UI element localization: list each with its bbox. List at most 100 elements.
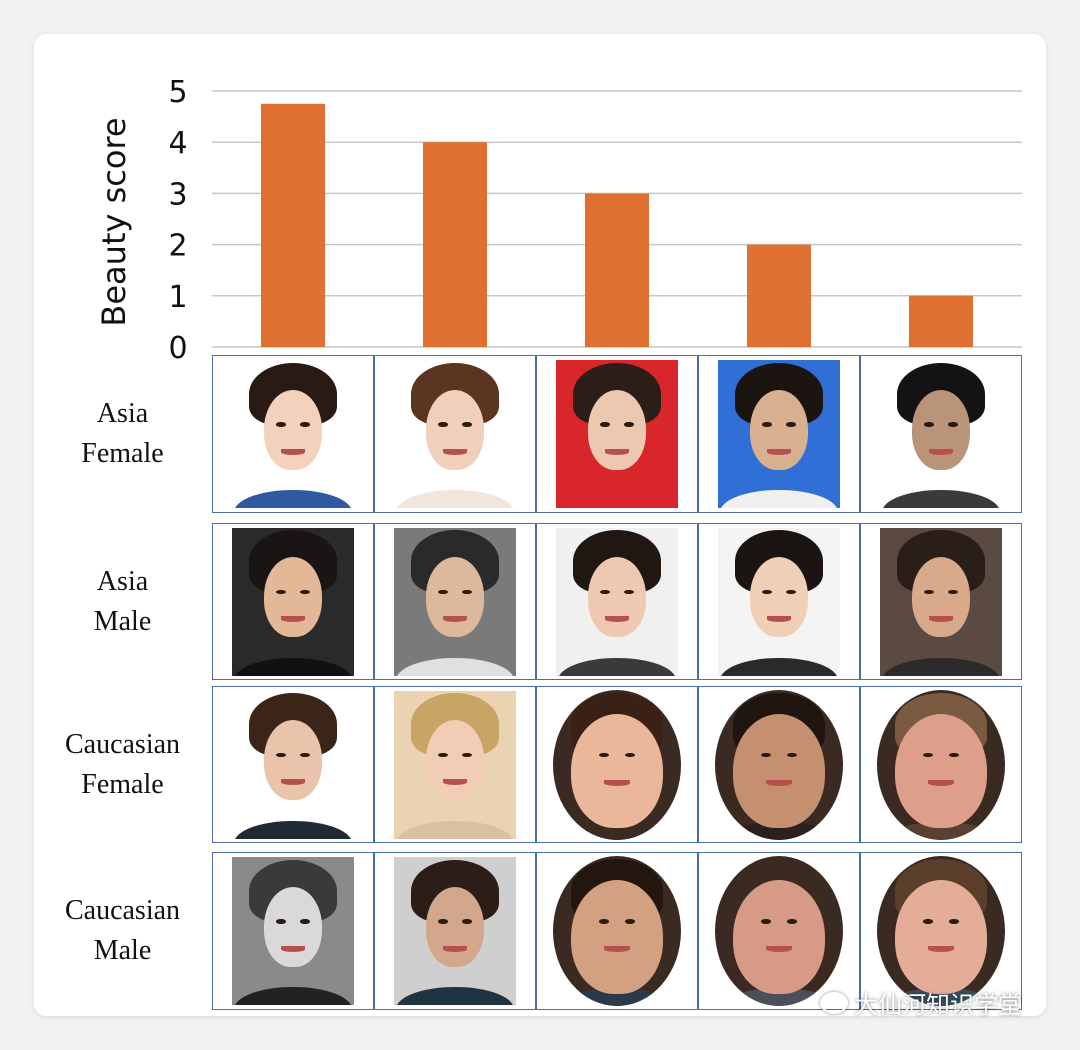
bar-chart: 0 1 2 3 4 5 Beauty score xyxy=(95,75,1022,360)
row-label-line2: Female xyxy=(81,438,164,469)
row-label-line1: Caucasian xyxy=(64,728,181,760)
mouth xyxy=(928,779,954,786)
eye xyxy=(923,589,934,595)
eye xyxy=(437,752,448,758)
eye xyxy=(300,589,311,595)
row-label-line2: Male xyxy=(93,935,152,966)
shoulders xyxy=(879,821,1003,840)
photo-cell xyxy=(698,852,860,1010)
face-photo xyxy=(715,689,843,840)
eye xyxy=(624,422,635,427)
bar xyxy=(747,244,811,347)
photo-cell xyxy=(860,523,1022,680)
eye xyxy=(437,589,448,595)
face xyxy=(911,557,971,637)
row-label-line1: Asia xyxy=(96,398,149,429)
eye xyxy=(786,919,797,924)
watermark: 大仙河知识学堂 xyxy=(820,985,1022,1020)
mouth xyxy=(766,616,792,623)
row-label: Caucasian Female xyxy=(40,725,205,805)
row-label: Asia Male xyxy=(40,562,205,642)
eye xyxy=(275,919,286,924)
face xyxy=(749,389,809,470)
photo-cell xyxy=(536,686,698,843)
eye xyxy=(462,589,473,595)
face-photo xyxy=(394,527,516,676)
eye xyxy=(599,422,610,427)
row-label-line2: Female xyxy=(81,768,164,800)
face xyxy=(894,713,988,828)
mouth xyxy=(280,448,306,455)
eye xyxy=(923,422,934,427)
face-photo xyxy=(877,856,1005,1006)
face-photo xyxy=(553,689,681,840)
eye xyxy=(300,919,311,924)
face-photo xyxy=(880,527,1002,676)
eye xyxy=(437,919,448,924)
mouth xyxy=(280,779,306,786)
eye xyxy=(923,919,934,924)
shoulders xyxy=(234,820,352,839)
shoulders xyxy=(717,988,841,1006)
y-ticks: 0 1 2 3 4 5 xyxy=(168,75,187,360)
watermark-text: 大仙河知识学堂 xyxy=(854,991,1022,1019)
photo-cell xyxy=(698,523,860,680)
eye xyxy=(624,919,635,924)
face xyxy=(263,886,323,967)
bar xyxy=(261,103,325,347)
eye xyxy=(437,422,448,427)
eye xyxy=(761,589,772,595)
face-photo xyxy=(394,690,516,839)
eye xyxy=(786,589,797,595)
eye xyxy=(599,589,610,595)
shoulders xyxy=(720,490,838,508)
shoulders xyxy=(396,987,514,1005)
shoulders xyxy=(396,657,514,676)
face-photo xyxy=(232,857,354,1005)
face xyxy=(732,713,826,828)
mouth xyxy=(280,616,306,623)
photo-cell xyxy=(536,852,698,1010)
photo-cell xyxy=(374,852,536,1010)
mouth xyxy=(928,448,954,455)
shoulders xyxy=(720,657,838,676)
face xyxy=(263,557,323,637)
mouth xyxy=(604,448,630,455)
shoulders xyxy=(234,657,352,676)
mouth xyxy=(442,448,468,455)
shoulders xyxy=(558,657,676,676)
photo-cell xyxy=(212,355,374,513)
eye xyxy=(300,422,311,427)
eye xyxy=(462,422,473,427)
bar xyxy=(423,142,487,347)
face xyxy=(894,880,988,994)
shoulders xyxy=(558,490,676,508)
mouth xyxy=(766,946,792,952)
eye xyxy=(624,752,635,757)
shoulders xyxy=(879,988,1003,1006)
shoulders xyxy=(396,490,514,508)
face-photo xyxy=(394,857,516,1005)
face xyxy=(425,389,485,470)
mouth xyxy=(442,945,468,952)
face xyxy=(570,880,664,994)
mouth xyxy=(604,946,630,952)
shoulders xyxy=(396,820,514,839)
face xyxy=(263,720,323,800)
photo-cell xyxy=(536,355,698,513)
mouth xyxy=(928,946,954,952)
mouth xyxy=(766,779,792,786)
mouth xyxy=(442,616,468,623)
mouth xyxy=(604,616,630,623)
face-photo xyxy=(718,527,840,676)
shoulders xyxy=(882,490,1000,508)
shoulders xyxy=(882,657,1000,676)
eye xyxy=(948,919,959,924)
photo-cell xyxy=(374,355,536,513)
photo-cell xyxy=(212,523,374,680)
wechat-icon xyxy=(820,991,848,1014)
y-tick-label: 3 xyxy=(168,177,187,212)
shoulders xyxy=(555,988,679,1006)
eye xyxy=(599,752,610,757)
bars xyxy=(261,103,973,347)
